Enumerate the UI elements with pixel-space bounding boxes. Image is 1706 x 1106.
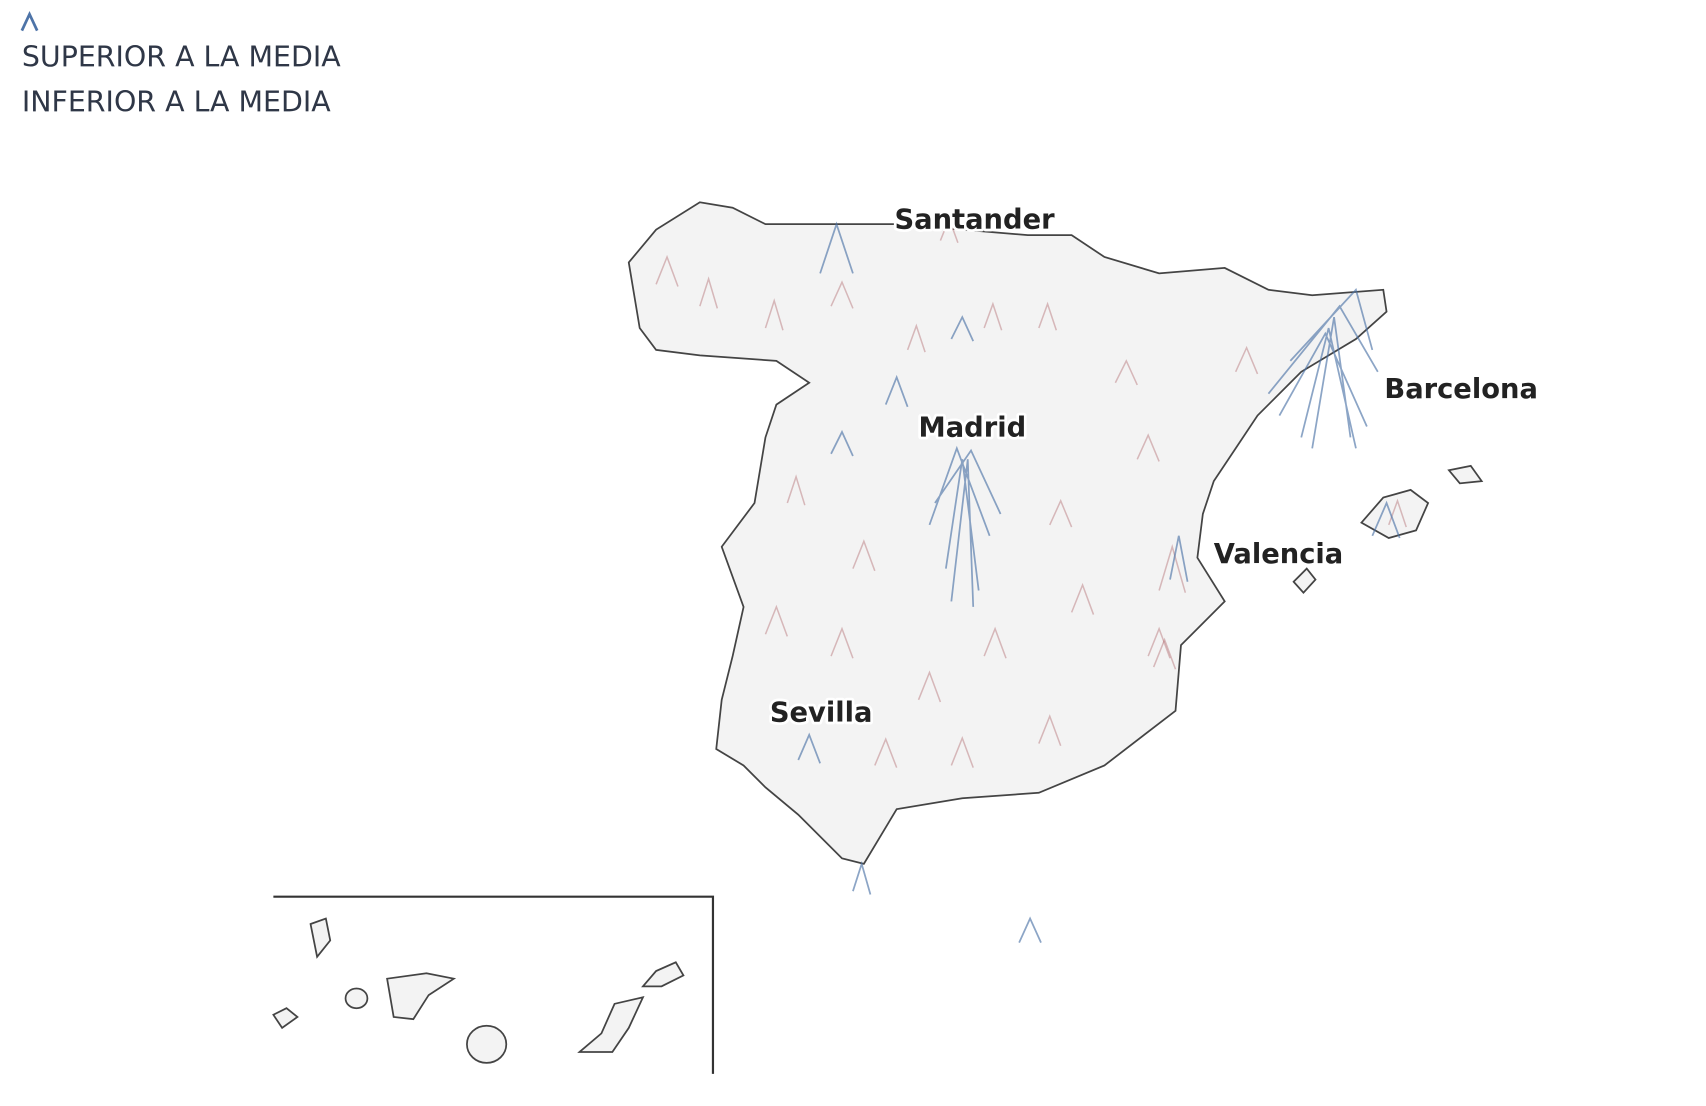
ibiza [1292,567,1317,594]
below-average-spikes [655,216,1407,768]
city-label: Sevilla [770,698,873,729]
city-label: Barcelona [1384,374,1538,405]
legend-item: INFERIOR A LA MEDIA [22,86,331,119]
city-label: Santander [894,205,1055,236]
mallorca [1360,488,1430,539]
legend-item: SUPERIOR A LA MEDIA [22,41,341,74]
spain-mainland [627,201,1388,865]
canary-inset [272,895,715,1074]
menorca [1447,464,1484,485]
above-average-spikes [797,221,1401,943]
legend-symbol [20,10,39,32]
city-label: Valencia [1214,539,1343,570]
city-label: Madrid [919,412,1027,443]
